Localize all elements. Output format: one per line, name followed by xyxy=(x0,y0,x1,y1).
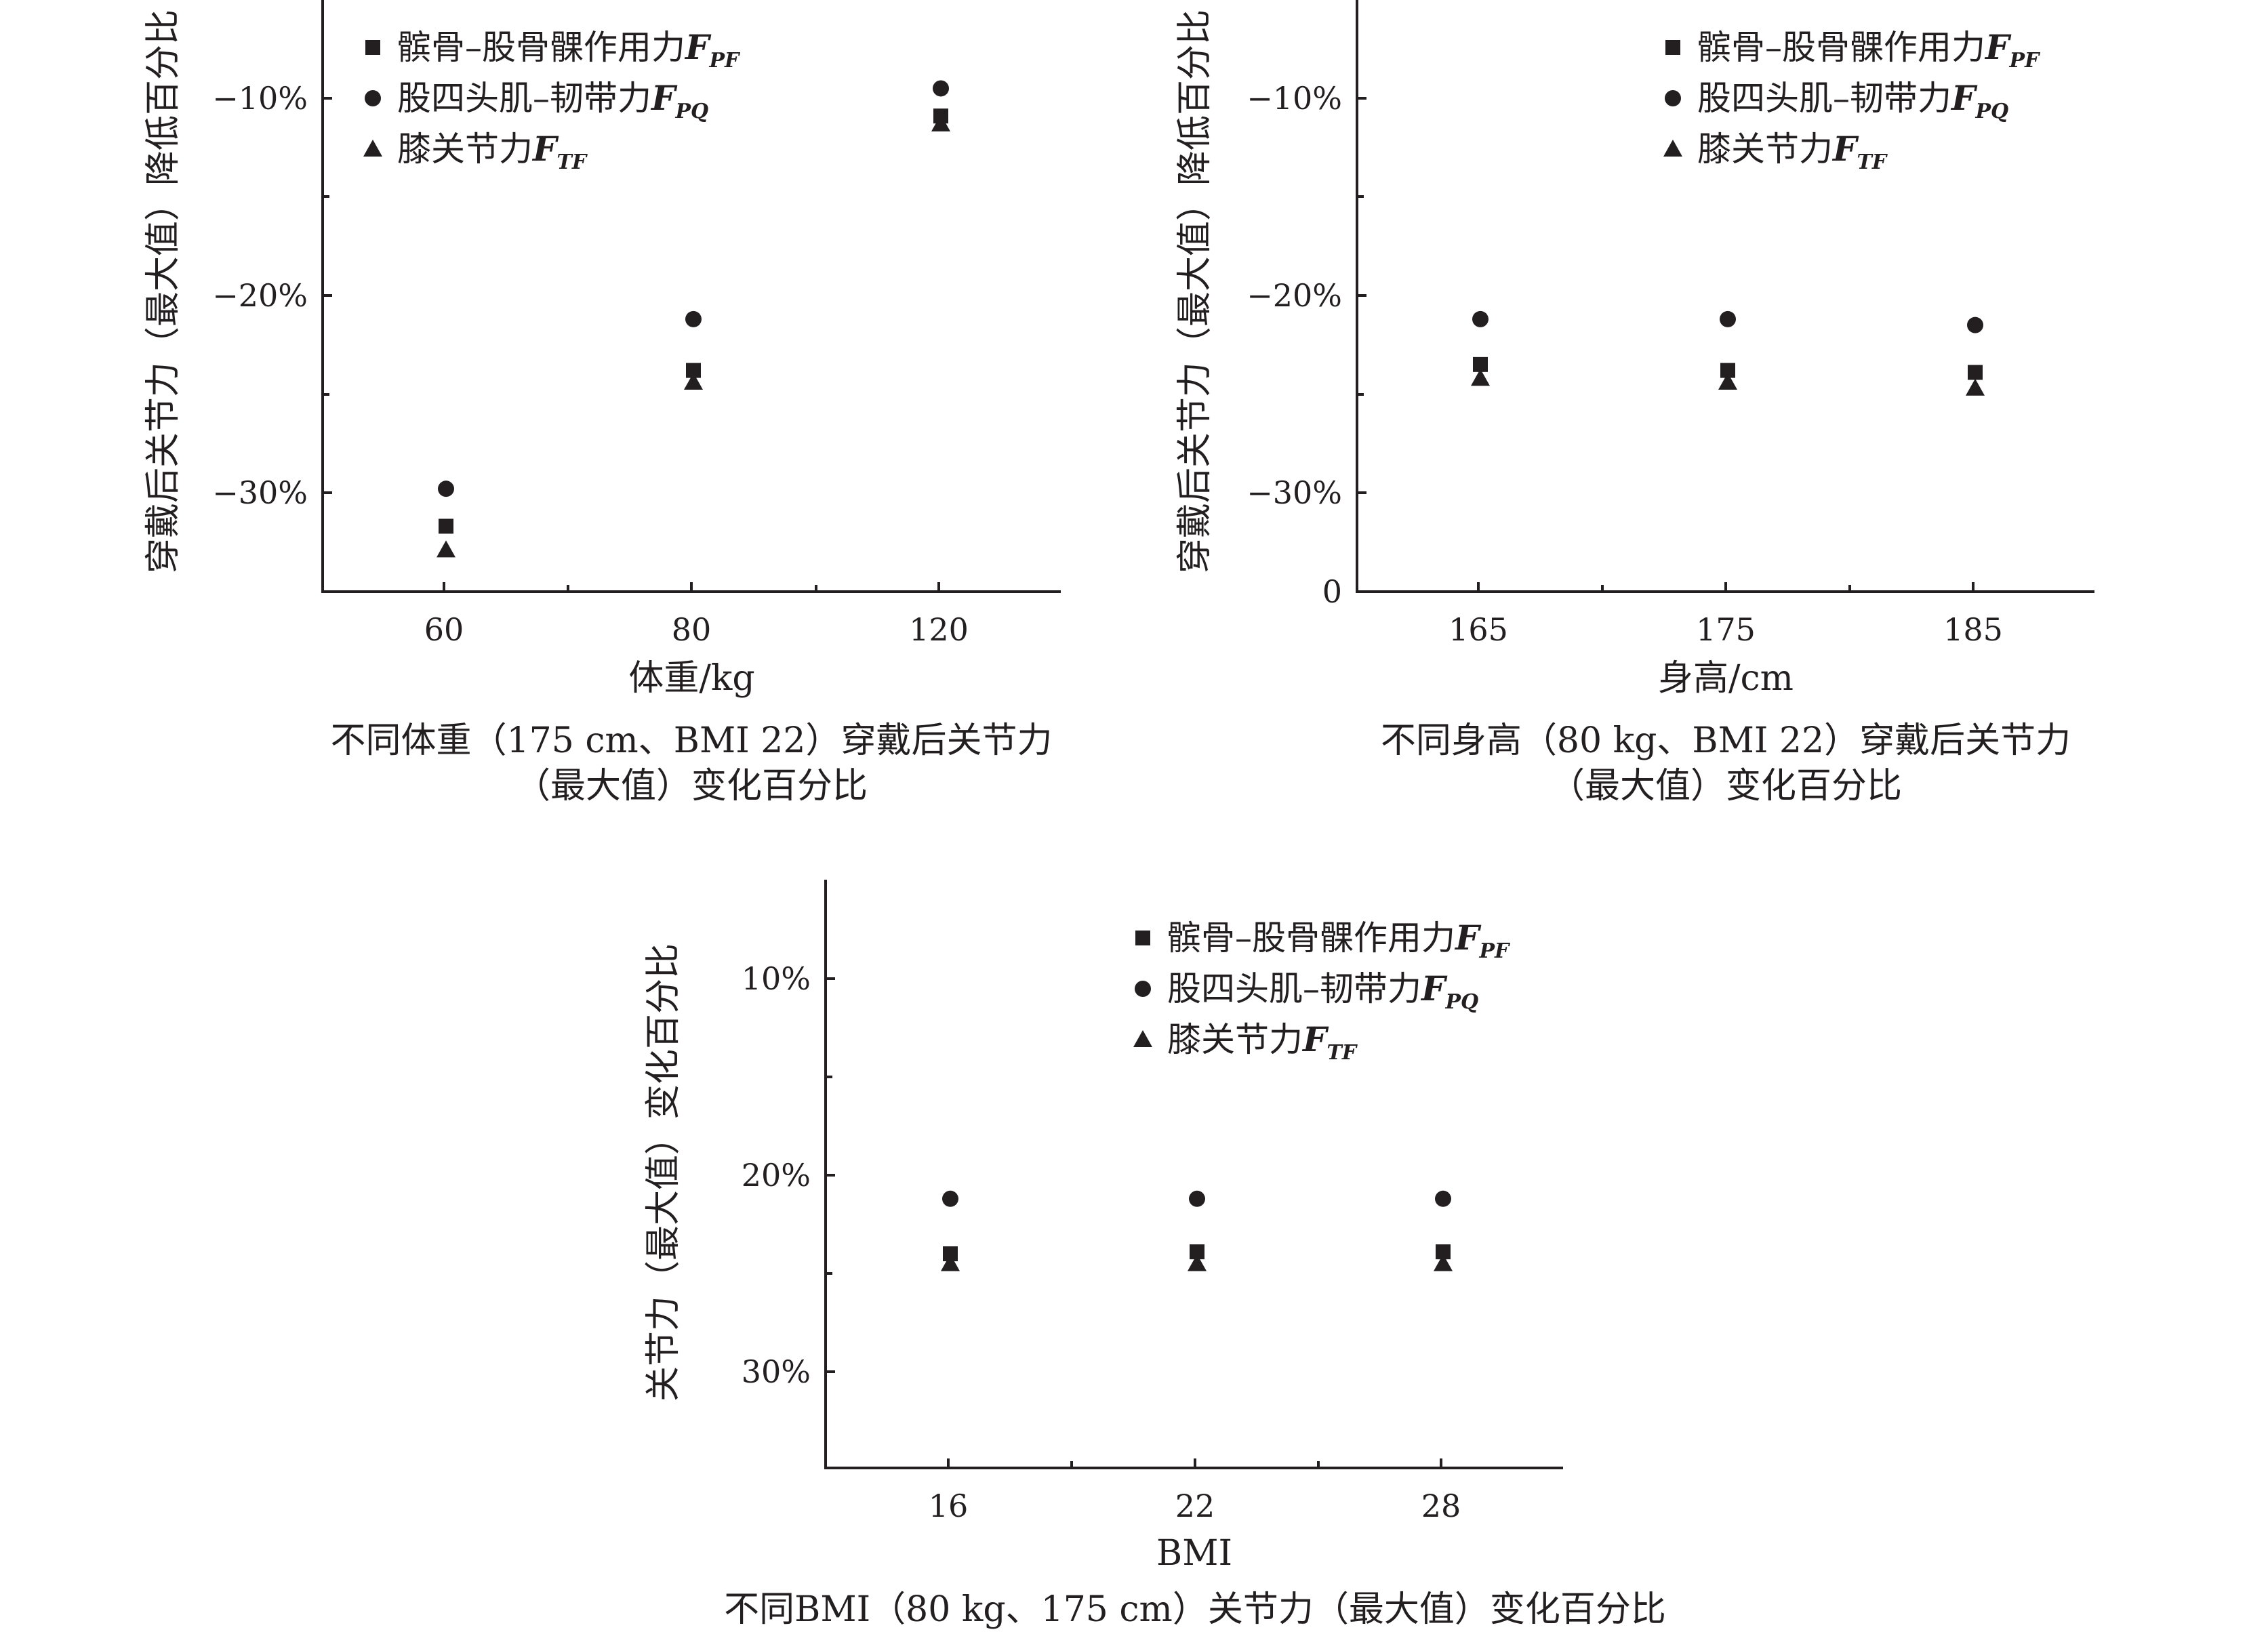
legend-marker-square xyxy=(365,40,380,55)
x-tick-label: 80 xyxy=(672,611,712,648)
y-tick-label: −20% xyxy=(1247,277,1342,314)
y-tick-label: 10% xyxy=(742,960,811,997)
x-tick-label: 120 xyxy=(909,611,969,648)
point-triangle xyxy=(437,540,455,558)
chart-subtitle: （最大值）变化百分比 xyxy=(515,766,868,806)
legend-entry: 膝关节力FTF xyxy=(1167,1019,1358,1065)
point-circle xyxy=(933,80,949,97)
point-triangle xyxy=(1471,369,1490,386)
point-triangle xyxy=(1718,373,1737,390)
legend-marker-triangle xyxy=(1133,1030,1152,1047)
x-tick-label: 60 xyxy=(424,611,464,648)
y-tick-label: −10% xyxy=(1247,80,1342,117)
series-circle xyxy=(1472,310,1983,333)
point-circle xyxy=(1720,310,1736,327)
legend-marker-circle xyxy=(1135,981,1151,997)
legend-marker-triangle xyxy=(1663,140,1682,157)
point-triangle xyxy=(1966,378,1985,396)
axis-lines xyxy=(824,880,1563,1469)
point-square xyxy=(1436,1244,1451,1260)
series-triangle xyxy=(437,114,950,558)
legend-entry: 股四头肌–韧带力FPQ xyxy=(1697,78,2008,123)
y-tick-label: −30% xyxy=(212,474,308,511)
y-tick-label: 0 xyxy=(1322,573,1342,610)
point-square xyxy=(943,1246,958,1261)
point-square xyxy=(1190,1244,1204,1260)
chart-weight: −10% −20% −30% 60 80 120 穿戴后关节力（最大值）降低百分比体重/kg… xyxy=(143,0,1061,806)
point-triangle xyxy=(931,114,950,131)
legend-entry: 股四头肌–韧带力FPQ xyxy=(397,78,708,123)
legend-marker-circle xyxy=(1665,90,1681,106)
series-square xyxy=(439,108,948,534)
point-circle xyxy=(438,481,454,497)
x-tick-label: 175 xyxy=(1696,611,1756,648)
legend-entry: 髌骨–股骨髁作用力FPF xyxy=(1167,918,1511,963)
legend-marker-square xyxy=(1665,40,1680,55)
point-triangle xyxy=(1188,1254,1207,1271)
legend-marker-triangle xyxy=(363,140,382,157)
y-tick-label: 30% xyxy=(742,1353,811,1390)
point-triangle xyxy=(684,373,703,390)
y-tick-label: −20% xyxy=(212,277,308,314)
point-square xyxy=(1720,363,1735,378)
legend-entry: 膝关节力FTF xyxy=(397,129,588,174)
point-square xyxy=(1473,356,1488,372)
series-square xyxy=(943,1244,1451,1261)
chart-subtitle: （最大值）变化百分比 xyxy=(1550,766,1902,806)
y-tick-label: 20% xyxy=(742,1157,811,1193)
point-circle xyxy=(1472,310,1489,327)
y-axis-label: 穿戴后关节力（最大值）降低百分比 xyxy=(143,9,184,573)
legend-marker-square xyxy=(1135,931,1150,945)
series-triangle xyxy=(941,1254,1453,1271)
x-tick-label: 16 xyxy=(929,1488,969,1524)
point-circle xyxy=(1189,1190,1205,1207)
chart-bmi: 10% 20% 30% 16 22 28 关节力（最大值）变化百分比 BMI 不同BMI（80 … xyxy=(643,880,1666,1630)
point-square xyxy=(439,518,453,534)
chart-title: 不同BMI（80 kg、175 cm）关节力（最大值）变化百分比 xyxy=(724,1589,1666,1630)
y-axis-label: 关节力（最大值）变化百分比 xyxy=(643,943,684,1402)
x-tick-label: 22 xyxy=(1175,1488,1215,1524)
y-tick-label: −30% xyxy=(1247,474,1342,511)
legend: 髌骨–股骨髁作用力FPF 股四头肌–韧带力FPQ 膝关节力FTF xyxy=(363,27,741,174)
y-tick-label: −10% xyxy=(212,80,308,117)
x-axis-label: 体重/kg xyxy=(628,658,754,699)
point-square xyxy=(1968,365,1983,380)
legend-marker-circle xyxy=(365,90,381,106)
legend-entry: 髌骨–股骨髁作用力FPF xyxy=(397,27,741,73)
x-tick-label: 165 xyxy=(1449,611,1508,648)
chart-height: −10% −20% −30% 0 165 175 185 穿戴后关节力（最大值）降低百分比身高… xyxy=(1175,0,2094,806)
series-square xyxy=(1473,356,1983,380)
chart-title: 不同身高（80 kg、BMI 22）穿戴后关节力 xyxy=(1381,720,2071,761)
x-axis-label: BMI xyxy=(1156,1533,1232,1574)
series-circle xyxy=(438,80,949,497)
x-axis-label: 身高/cm xyxy=(1658,658,1794,699)
point-circle xyxy=(942,1190,958,1207)
series-circle xyxy=(942,1190,1451,1207)
legend: 髌骨–股骨髁作用力FPF 股四头肌–韧带力FPQ 膝关节力FTF xyxy=(1663,27,2041,174)
point-triangle xyxy=(1434,1254,1453,1271)
series-triangle xyxy=(1471,369,1985,396)
y-axis-label: 穿戴后关节力（最大值）降低百分比 xyxy=(1175,9,1215,573)
point-circle xyxy=(685,310,702,327)
x-tick-label: 185 xyxy=(1943,611,2003,648)
point-triangle xyxy=(941,1254,960,1271)
x-tick-label: 28 xyxy=(1421,1488,1461,1524)
legend: 髌骨–股骨髁作用力FPF 股四头肌–韧带力FPQ 膝关节力FTF xyxy=(1133,918,1511,1065)
point-circle xyxy=(1435,1190,1451,1207)
chart-title: 不同体重（175 cm、BMI 22）穿戴后关节力 xyxy=(331,720,1053,761)
point-circle xyxy=(1967,316,1983,333)
legend-entry: 膝关节力FTF xyxy=(1697,129,1888,174)
legend-entry: 股四头肌–韧带力FPQ xyxy=(1167,968,1478,1014)
point-square xyxy=(686,363,701,378)
legend-entry: 髌骨–股骨髁作用力FPF xyxy=(1697,27,2041,73)
